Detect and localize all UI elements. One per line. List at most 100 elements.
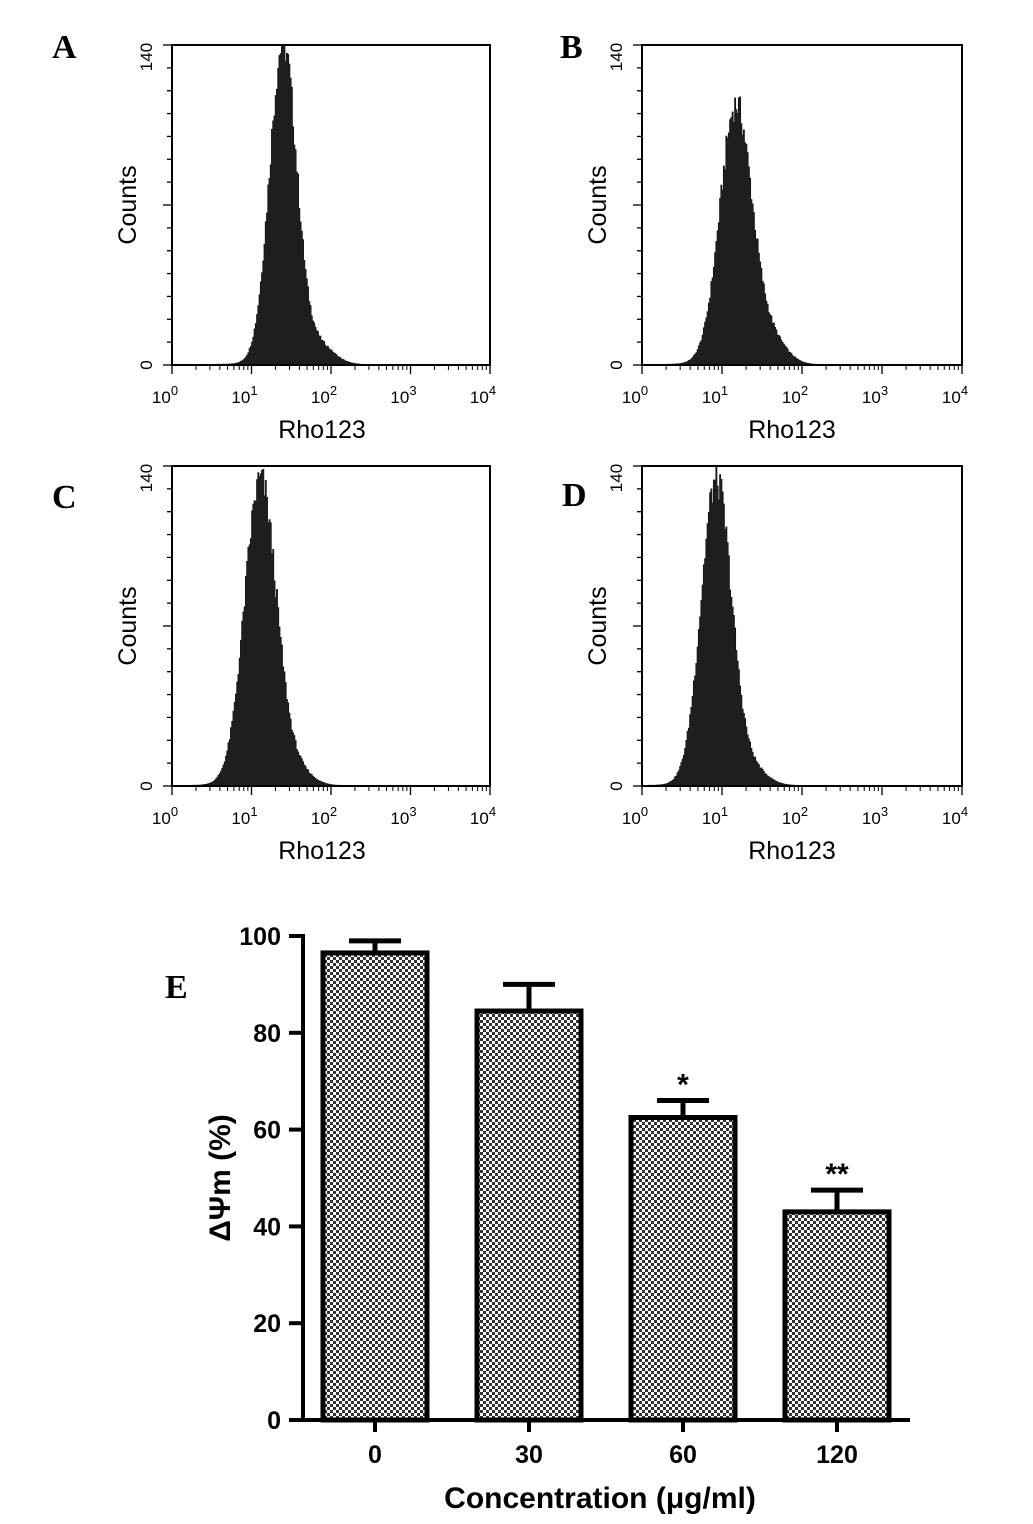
panel-letter-d: D bbox=[562, 477, 587, 514]
histogram-fill bbox=[171, 44, 490, 366]
y-tick-label: 40 bbox=[253, 1213, 281, 1241]
x-tick-label: 104 bbox=[942, 804, 968, 828]
tick-exponent: 2 bbox=[801, 804, 808, 819]
x-tick-label: 104 bbox=[470, 383, 496, 407]
significance-label: ** bbox=[825, 1158, 849, 1191]
tick-base: 10 bbox=[702, 809, 721, 828]
histogram-fill bbox=[641, 465, 962, 787]
x-tick-label: 101 bbox=[231, 804, 257, 828]
tick-exponent: 4 bbox=[961, 383, 968, 398]
x-tick-label: 103 bbox=[862, 383, 888, 407]
y-tick-label: 140 bbox=[607, 43, 626, 71]
tick-exponent: 1 bbox=[721, 804, 728, 819]
bar bbox=[782, 1209, 892, 1423]
tick-exponent: 1 bbox=[721, 383, 728, 398]
tick-base: 10 bbox=[231, 809, 250, 828]
x-tick-label: 102 bbox=[311, 804, 337, 828]
y-axis-label: ΔΨm (%) bbox=[204, 1114, 237, 1242]
x-tick-label: 60 bbox=[669, 1441, 697, 1469]
y-tick-label: 0 bbox=[267, 1407, 281, 1435]
x-tick-label: 100 bbox=[152, 383, 178, 407]
x-tick-label: 30 bbox=[515, 1441, 543, 1469]
tick-exponent: 2 bbox=[330, 383, 337, 398]
y-axis-label: Counts bbox=[584, 165, 612, 244]
x-tick-label: 102 bbox=[782, 804, 808, 828]
tick-exponent: 3 bbox=[409, 804, 416, 819]
tick-base: 10 bbox=[622, 809, 641, 828]
x-axis-label: Concentration (μg/ml) bbox=[444, 1482, 756, 1515]
x-tick-label: 103 bbox=[862, 804, 888, 828]
tick-exponent: 3 bbox=[881, 383, 888, 398]
plot-frame bbox=[171, 44, 491, 366]
x-tick-label: 102 bbox=[782, 383, 808, 407]
tick-base: 10 bbox=[470, 809, 489, 828]
panel-letter-e: E bbox=[165, 969, 188, 1006]
y-tick-label: 140 bbox=[607, 464, 626, 492]
panel-letter-a: A bbox=[52, 29, 77, 66]
bar bbox=[320, 950, 430, 1423]
bar bbox=[474, 1008, 584, 1423]
x-axis-label: Rho123 bbox=[748, 837, 836, 865]
x-tick-label: 104 bbox=[470, 804, 496, 828]
x-tick-label: 100 bbox=[622, 383, 648, 407]
tick-base: 10 bbox=[942, 809, 961, 828]
tick-exponent: 4 bbox=[961, 804, 968, 819]
x-axis-label: Rho123 bbox=[278, 837, 366, 865]
x-axis-label: Rho123 bbox=[748, 416, 836, 444]
tick-exponent: 1 bbox=[250, 383, 257, 398]
tick-exponent: 0 bbox=[171, 804, 178, 819]
tick-base: 10 bbox=[862, 809, 881, 828]
x-tick-label: 0 bbox=[368, 1441, 382, 1469]
tick-base: 10 bbox=[390, 388, 409, 407]
tick-base: 10 bbox=[942, 388, 961, 407]
bar bbox=[628, 1115, 738, 1423]
y-tick-label: 100 bbox=[239, 923, 281, 951]
tick-exponent: 4 bbox=[489, 383, 496, 398]
tick-exponent: 3 bbox=[881, 804, 888, 819]
tick-base: 10 bbox=[470, 388, 489, 407]
tick-base: 10 bbox=[152, 388, 171, 407]
tick-base: 10 bbox=[622, 388, 641, 407]
panel-letter-c: C bbox=[52, 479, 77, 516]
x-tick-label: 101 bbox=[702, 383, 728, 407]
y-tick-label: 0 bbox=[607, 781, 626, 790]
histogram-fill bbox=[641, 96, 962, 366]
tick-exponent: 0 bbox=[641, 383, 648, 398]
tick-base: 10 bbox=[311, 809, 330, 828]
tick-exponent: 3 bbox=[409, 383, 416, 398]
y-tick-label: 20 bbox=[253, 1310, 281, 1338]
histogram-bars bbox=[171, 44, 490, 366]
plot-frame bbox=[641, 44, 963, 366]
y-tick-label: 0 bbox=[137, 781, 156, 790]
x-tick-label: 101 bbox=[231, 383, 257, 407]
y-axis-label: Counts bbox=[114, 165, 142, 244]
histogram-bars bbox=[641, 96, 962, 366]
y-tick-label: 140 bbox=[137, 43, 156, 71]
tick-exponent: 1 bbox=[250, 804, 257, 819]
x-tick-label: 103 bbox=[390, 383, 416, 407]
y-tick-label: 0 bbox=[607, 360, 626, 369]
tick-exponent: 2 bbox=[330, 804, 337, 819]
x-tick-label: 120 bbox=[816, 1441, 858, 1469]
y-axis-label: Counts bbox=[584, 586, 612, 665]
x-axis-label: Rho123 bbox=[278, 416, 366, 444]
tick-base: 10 bbox=[862, 388, 881, 407]
y-tick-label: 60 bbox=[253, 1117, 281, 1145]
plot-frame bbox=[171, 465, 491, 787]
x-tick-label: 103 bbox=[390, 804, 416, 828]
y-tick-label: 80 bbox=[253, 1020, 281, 1048]
histogram-fill bbox=[171, 468, 490, 787]
x-tick-label: 102 bbox=[311, 383, 337, 407]
tick-base: 10 bbox=[311, 388, 330, 407]
x-tick-label: 100 bbox=[152, 804, 178, 828]
tick-exponent: 0 bbox=[641, 804, 648, 819]
y-tick-label: 140 bbox=[137, 464, 156, 492]
tick-exponent: 4 bbox=[489, 804, 496, 819]
significance-label: * bbox=[677, 1069, 689, 1102]
y-axis-label: Counts bbox=[114, 586, 142, 665]
tick-exponent: 0 bbox=[171, 383, 178, 398]
